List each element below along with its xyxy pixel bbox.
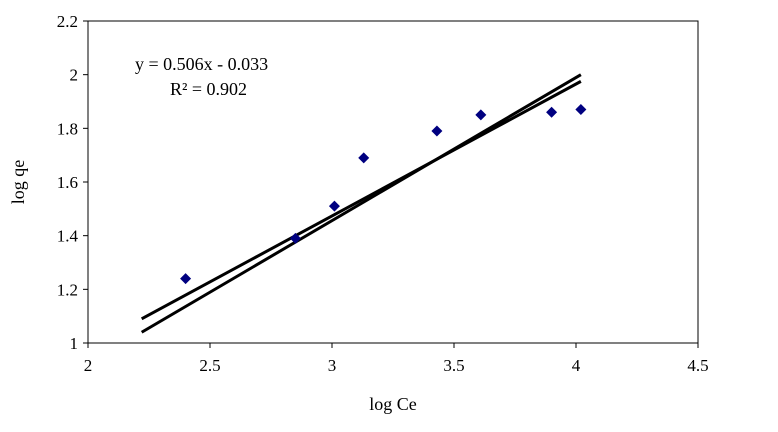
data-point-5 [475,109,487,121]
y-tick-label-0: 1 [70,334,79,353]
y-tick-label-2: 1.4 [57,227,79,246]
data-point-4 [431,125,443,137]
x-tick-label-0: 2 [84,356,93,375]
y-axis-title: log qe [8,160,28,205]
x-tick-label-1: 2.5 [199,356,220,375]
trendlines [140,73,582,334]
x-tick-label-3: 3.5 [443,356,464,375]
x-axis-title: log Ce [369,394,417,414]
x-tick-label-2: 3 [328,356,337,375]
data-points [180,104,587,285]
data-point-3 [358,152,370,164]
data-point-1 [289,232,301,244]
y-tick-label-5: 2 [70,66,79,85]
data-point-6 [546,106,558,118]
x-tick-label-5: 4.5 [687,356,708,375]
x-axis-ticks: 2 2.5 3 3.5 4 4.5 [84,343,709,375]
data-point-7 [575,104,587,116]
y-tick-label-3: 1.6 [57,173,78,192]
trendline-1 [140,73,582,334]
y-tick-label-4: 1.8 [57,119,78,138]
x-tick-label-4: 4 [572,356,581,375]
y-tick-label-1: 1.2 [57,280,78,299]
y-axis-ticks: 1 1.2 1.4 1.6 1.8 2 2.2 [57,12,88,353]
trendline-0 [140,80,582,321]
y-tick-label-6: 2.2 [57,12,78,31]
r-squared-annotation: R² = 0.902 [170,79,247,99]
equation-annotation: y = 0.506x - 0.033 [135,54,268,74]
data-point-2 [328,200,340,212]
data-point-0 [180,273,192,285]
